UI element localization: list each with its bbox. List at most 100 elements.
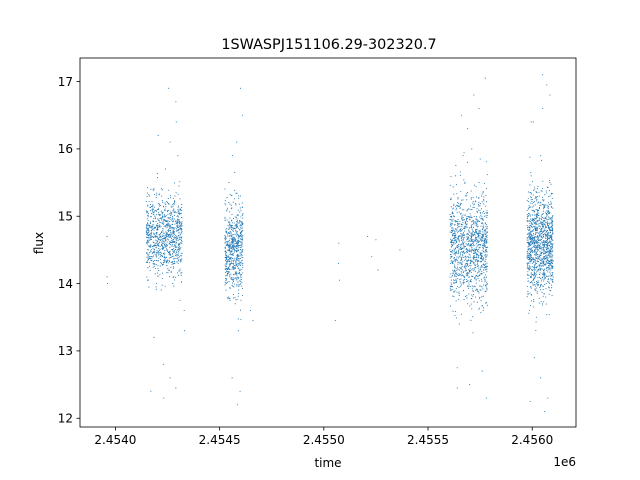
data-point	[457, 218, 459, 220]
data-point	[483, 242, 485, 244]
data-point	[547, 279, 549, 281]
data-point	[241, 268, 243, 270]
data-point	[530, 199, 532, 201]
data-point	[236, 274, 238, 276]
data-point	[538, 208, 540, 210]
data-point	[543, 258, 545, 260]
data-point	[531, 230, 533, 232]
data-point	[450, 246, 453, 248]
data-point	[548, 260, 550, 262]
data-point	[449, 213, 451, 216]
data-point	[161, 195, 163, 197]
data-point	[469, 267, 471, 269]
data-point	[483, 199, 485, 201]
data-point	[457, 278, 459, 280]
data-point	[236, 404, 238, 406]
data-point	[239, 246, 241, 249]
data-point	[531, 219, 533, 221]
data-point	[163, 222, 165, 224]
data-point	[466, 285, 468, 287]
data-point	[151, 257, 153, 259]
data-point	[151, 205, 153, 208]
data-point	[543, 242, 545, 244]
data-point	[471, 234, 473, 236]
data-point	[169, 141, 171, 143]
data-point	[232, 227, 234, 229]
data-point	[483, 238, 485, 240]
data-point	[547, 262, 549, 265]
data-point	[528, 245, 531, 247]
data-point	[528, 258, 530, 260]
data-point	[541, 233, 543, 235]
data-point	[239, 268, 241, 270]
data-point	[157, 237, 160, 239]
data-point	[159, 239, 161, 241]
data-point	[228, 235, 230, 237]
data-point	[235, 232, 237, 234]
data-point	[481, 236, 483, 238]
data-point	[237, 281, 239, 283]
data-point	[469, 234, 471, 236]
data-point	[481, 219, 483, 221]
data-point	[474, 230, 477, 232]
data-point	[228, 248, 231, 250]
data-point	[483, 196, 485, 198]
data-point	[460, 114, 462, 116]
data-point	[167, 272, 169, 274]
data-point	[177, 229, 179, 231]
data-point	[550, 203, 552, 205]
data-point	[543, 223, 545, 225]
data-point	[538, 214, 540, 216]
data-point	[237, 249, 240, 251]
data-point	[533, 236, 535, 238]
data-point	[472, 206, 474, 209]
data-point	[478, 247, 480, 249]
data-point	[480, 252, 482, 254]
data-point	[552, 267, 554, 270]
data-point	[463, 253, 465, 255]
data-point	[530, 249, 532, 251]
data-point	[529, 260, 531, 262]
data-point	[152, 235, 154, 237]
data-point	[166, 224, 168, 226]
data-point	[478, 280, 480, 282]
data-point	[171, 216, 174, 218]
data-point	[472, 235, 474, 237]
data-point	[481, 266, 483, 268]
data-point	[239, 252, 241, 254]
data-point	[231, 251, 233, 253]
data-point	[463, 234, 465, 236]
data-point	[455, 220, 457, 222]
data-point	[535, 197, 537, 199]
data-point	[481, 252, 483, 254]
data-point	[552, 215, 554, 217]
data-point	[548, 229, 550, 231]
data-point	[156, 225, 158, 227]
data-point	[169, 252, 171, 254]
data-point	[240, 235, 242, 237]
data-point	[459, 281, 461, 283]
data-point	[236, 218, 238, 220]
data-point	[526, 221, 528, 223]
data-point	[480, 266, 482, 268]
data-point	[156, 260, 158, 262]
data-point	[234, 277, 236, 280]
data-point	[474, 278, 476, 280]
data-point	[482, 257, 484, 259]
data-point	[162, 201, 164, 203]
data-point	[456, 367, 458, 369]
data-point	[479, 246, 481, 249]
data-point	[531, 246, 533, 249]
data-point	[161, 272, 164, 274]
data-point	[530, 238, 532, 240]
data-point	[229, 254, 231, 256]
data-point	[454, 248, 456, 250]
data-point	[165, 262, 167, 264]
data-point	[167, 210, 169, 212]
data-point	[527, 293, 529, 295]
data-point	[471, 246, 473, 248]
data-point	[541, 262, 543, 264]
data-point	[537, 285, 539, 287]
data-point	[530, 272, 532, 274]
data-point	[227, 232, 229, 234]
